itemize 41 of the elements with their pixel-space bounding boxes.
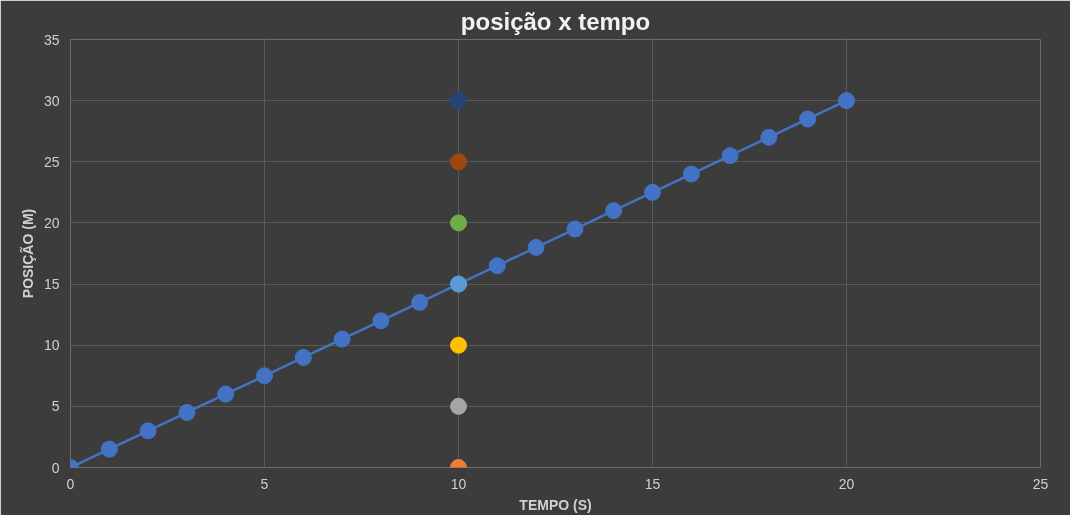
point	[644, 183, 661, 201]
point	[450, 214, 467, 232]
point	[450, 153, 467, 171]
point	[838, 92, 855, 110]
point	[217, 385, 235, 403]
point	[527, 238, 545, 256]
point	[100, 440, 118, 458]
x-tick-label: 5	[260, 475, 269, 492]
point	[139, 422, 157, 440]
point	[760, 128, 778, 146]
y-axis-title: POSIÇÃO (M)	[18, 208, 36, 299]
x-axis-title: TEMPO (S)	[519, 496, 592, 513]
x-tick-label: 0	[66, 475, 75, 492]
y-tick-label: 5	[51, 398, 60, 415]
point	[450, 336, 467, 354]
y-tick-label: 35	[43, 31, 60, 48]
point	[488, 257, 506, 275]
chart-title: posição x tempo	[460, 7, 651, 35]
point	[682, 165, 700, 183]
point	[294, 348, 312, 366]
x-tick-label: 20	[838, 475, 855, 492]
point	[411, 293, 429, 311]
point	[450, 92, 467, 110]
y-tick-label: 25	[43, 153, 60, 170]
y-tick-label: 15	[43, 276, 60, 293]
y-tick-label: 0	[51, 459, 60, 476]
x-tick-label: 15	[644, 475, 661, 492]
y-tick-label: 20	[43, 214, 60, 231]
point	[333, 330, 351, 348]
point	[372, 312, 390, 330]
point	[256, 367, 273, 385]
point	[450, 397, 467, 415]
point	[721, 147, 739, 165]
x-tick-label: 25	[1032, 475, 1049, 492]
point	[566, 220, 584, 238]
point	[799, 110, 817, 128]
y-tick-label: 10	[43, 337, 60, 354]
point	[605, 202, 623, 220]
x-tick-label: 10	[450, 475, 467, 492]
y-tick-label: 30	[43, 92, 60, 109]
point	[178, 403, 196, 421]
